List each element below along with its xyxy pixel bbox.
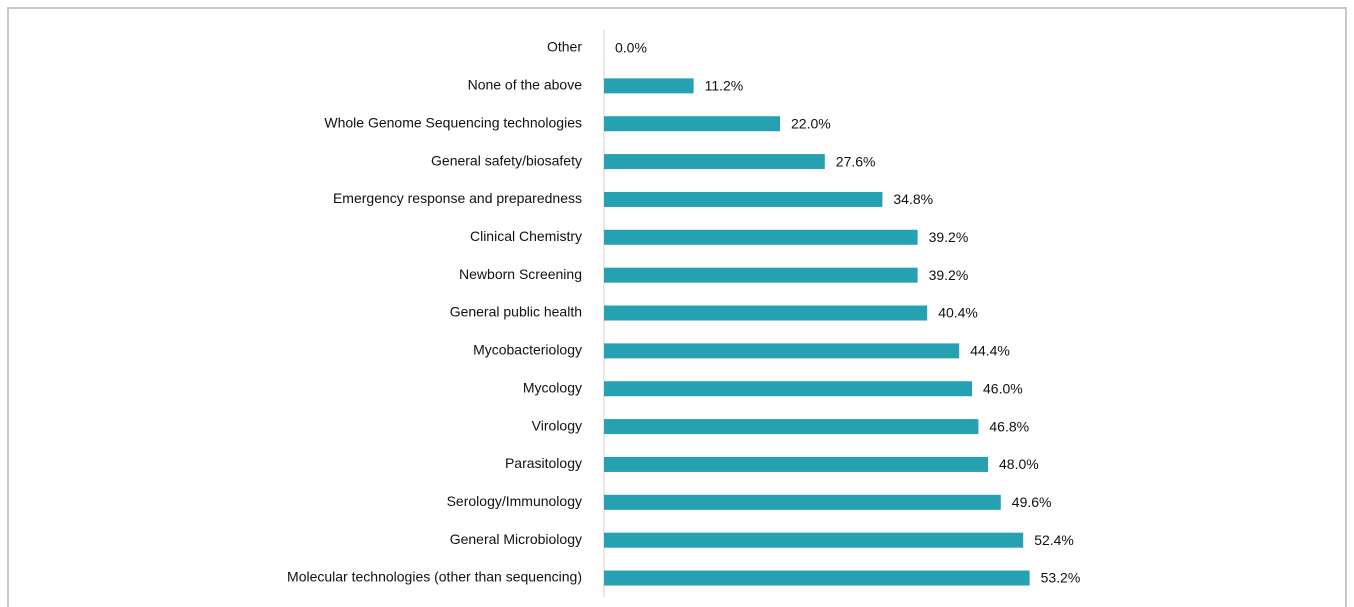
category-label: Mycology	[523, 379, 582, 395]
value-label: 46.8%	[989, 418, 1029, 434]
category-label: Emergency response and preparedness	[333, 190, 582, 206]
bar	[604, 570, 1030, 586]
bar	[604, 191, 883, 207]
bar	[604, 154, 825, 170]
bar	[604, 267, 918, 283]
value-label: 27.6%	[836, 153, 876, 169]
category-label: General public health	[450, 304, 582, 320]
value-label: 0.0%	[615, 40, 647, 56]
value-label: 46.0%	[983, 380, 1023, 396]
category-label: Virology	[532, 417, 582, 433]
value-label: 52.4%	[1034, 532, 1074, 548]
bar	[604, 229, 918, 245]
category-label: Parasitology	[505, 455, 582, 471]
value-label: 34.8%	[893, 191, 933, 207]
category-label: Molecular technologies (other than seque…	[287, 569, 582, 585]
value-label: 11.2%	[705, 78, 744, 94]
value-label: 22.0%	[791, 115, 831, 131]
bar	[604, 456, 988, 472]
bar	[604, 78, 694, 94]
category-label: None of the above	[468, 77, 583, 93]
bar	[604, 343, 960, 359]
value-label: 39.2%	[929, 229, 969, 245]
value-label: 48.0%	[999, 456, 1039, 472]
value-label: 44.4%	[970, 343, 1010, 359]
category-label: Whole Genome Sequencing technologies	[324, 114, 582, 130]
bar	[604, 116, 780, 132]
category-label: Clinical Chemistry	[470, 228, 582, 244]
bar	[604, 532, 1024, 548]
value-label: 39.2%	[929, 267, 969, 283]
value-label: 40.4%	[938, 305, 978, 321]
category-label: Other	[547, 39, 582, 55]
value-label: 49.6%	[1012, 494, 1052, 510]
bar	[604, 419, 979, 435]
bar	[604, 494, 1001, 510]
bar	[604, 381, 972, 397]
frame	[7, 7, 1347, 607]
category-label: General safety/biosafety	[431, 152, 582, 168]
category-label: General Microbiology	[450, 531, 582, 547]
category-label: Newborn Screening	[459, 266, 582, 282]
category-label: Mycobacteriology	[473, 342, 582, 358]
bar	[604, 305, 928, 321]
value-label: 53.2%	[1041, 570, 1081, 586]
category-label: Serology/Immunology	[447, 493, 582, 509]
